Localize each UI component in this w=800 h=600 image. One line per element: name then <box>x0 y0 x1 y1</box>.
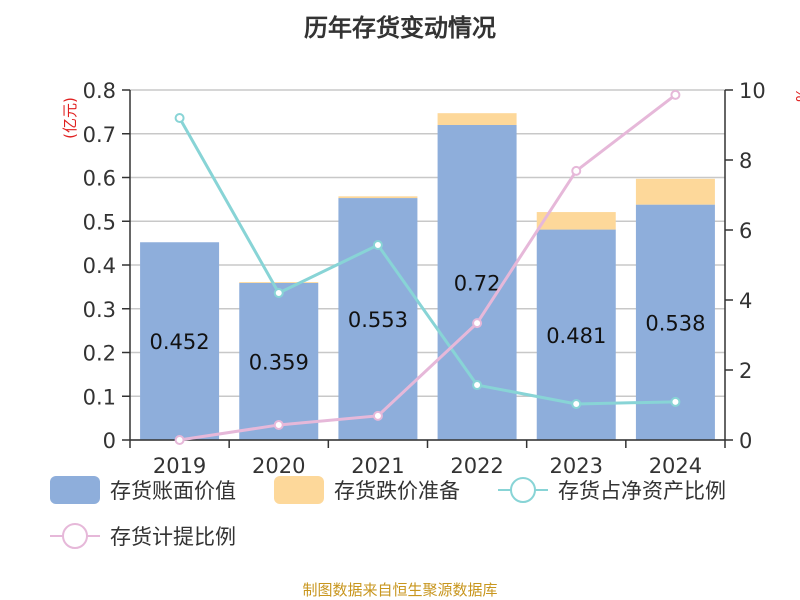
line-point <box>472 318 483 329</box>
y2-tick-label: 2 <box>739 359 752 383</box>
legend-swatch <box>274 476 324 504</box>
y-tick-label: 0.3 <box>83 298 116 322</box>
y-tick-label: 0.2 <box>83 342 116 366</box>
line-point <box>670 396 681 407</box>
line-point <box>174 435 185 445</box>
x-tick-label: 2022 <box>450 454 503 478</box>
y-tick-label: 0.1 <box>83 385 116 409</box>
line-point <box>174 113 185 123</box>
y2-axis-unit: % <box>792 88 800 102</box>
x-tick-label: 2024 <box>649 454 702 478</box>
bar-book-value <box>140 242 220 440</box>
y-tick-label: 0.6 <box>83 167 116 191</box>
line-series <box>179 93 677 442</box>
legend-label: 存货账面价值 <box>110 479 236 503</box>
line-point <box>571 165 582 176</box>
legend-label: 存货计提比例 <box>110 525 236 549</box>
y2-tick-label: 8 <box>739 149 752 173</box>
bar-data-label: 0.452 <box>150 330 210 354</box>
bar-data-label: 0.538 <box>645 311 705 335</box>
y2-tick-label: 0 <box>739 429 752 453</box>
y-tick-label: 0.8 <box>83 79 116 103</box>
line-point <box>372 410 383 421</box>
y2-tick-label: 4 <box>739 289 752 313</box>
line-point <box>472 380 483 391</box>
y-tick-label: 0.7 <box>83 123 116 147</box>
bar-reserve <box>635 178 715 205</box>
bar-reserve <box>536 212 616 230</box>
line-point <box>670 89 681 100</box>
y-axis-unit: (亿元) <box>61 97 79 139</box>
bar-reserve <box>338 196 418 199</box>
x-tick-label: 2020 <box>252 454 305 478</box>
bar-reserve <box>437 113 517 125</box>
x-tick-label: 2021 <box>351 454 404 478</box>
chart-title: 历年存货变动情况 <box>304 14 496 42</box>
source-note: 制图数据来自恒生聚源数据库 <box>302 581 498 599</box>
line-point <box>372 240 383 251</box>
bar-reserve <box>239 282 319 283</box>
legend-line-icon <box>50 523 100 549</box>
y2-tick-label: 6 <box>739 219 752 243</box>
legend-label: 存货跌价准备 <box>334 479 460 503</box>
y-tick-label: 0.4 <box>83 254 116 278</box>
legend-item-book-value[interactable]: 存货账面价值 <box>50 475 236 505</box>
y-tick-label: 0.5 <box>83 210 116 234</box>
line-point <box>273 419 284 430</box>
y-tick-label: 0 <box>103 429 116 453</box>
legend-item-reserve[interactable]: 存货跌价准备 <box>274 475 460 505</box>
legend-item-provision-ratio[interactable]: 存货计提比例 <box>50 521 236 551</box>
legend-swatch <box>50 476 100 504</box>
bar-data-label: 0.359 <box>249 350 309 374</box>
bar-data-label: 0.72 <box>454 272 501 296</box>
legend-line-icon <box>498 477 548 503</box>
line-point <box>571 398 582 409</box>
bar-data-label: 0.481 <box>546 324 606 348</box>
x-tick-label: 2019 <box>153 454 206 478</box>
legend-item-net-asset-ratio[interactable]: 存货占净资产比例 <box>498 475 726 505</box>
line-point <box>273 288 284 298</box>
x-tick-label: 2023 <box>550 454 603 478</box>
bar-book-value <box>239 282 319 440</box>
bar-book-value <box>338 198 418 440</box>
y2-tick-label: 10 <box>739 79 766 103</box>
legend-label: 存货占净资产比例 <box>558 479 726 503</box>
line-series <box>178 117 676 406</box>
bar-data-label: 0.553 <box>348 308 408 332</box>
